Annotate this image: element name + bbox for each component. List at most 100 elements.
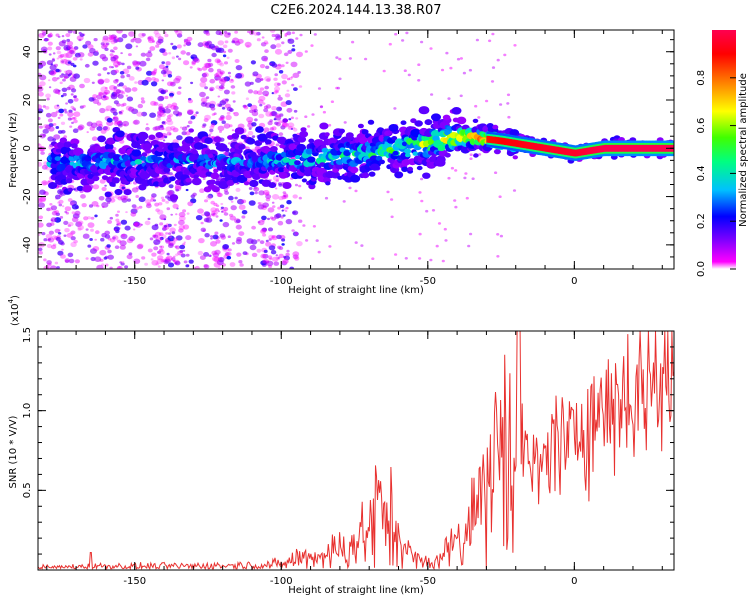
noise-speckle [298,196,302,200]
snr-line-layer [38,331,674,570]
noise-speckle [246,44,250,48]
noise-speckle [430,93,434,96]
noise-speckle [162,224,170,230]
noise-speckle [55,46,61,51]
noise-speckle [186,36,193,42]
noise-speckle [496,254,500,258]
noise-speckle [219,70,225,75]
noise-speckle [70,105,75,109]
noise-speckle [238,260,243,264]
noise-speckle [269,216,274,220]
noise-speckle [91,201,99,207]
noise-speckle [43,258,47,262]
noise-speckle [274,89,279,94]
noise-speckle [167,74,173,78]
noise-speckle [267,227,274,232]
ridge-band [641,144,644,152]
noise-speckle [229,78,235,83]
ridge-band [518,140,521,148]
noise-speckle [174,245,178,248]
noise-speckle [38,91,44,97]
noise-speckle [185,253,190,257]
ridge-blob [338,128,345,134]
noise-speckle [328,123,332,127]
ridge-band [528,142,532,150]
noise-speckle [145,199,151,205]
snr-y-label: SNR (10 * V/V) [8,415,19,488]
noise-speckle [125,94,129,97]
noise-speckle [48,230,55,235]
ridge-band [495,136,498,144]
ridge-band [660,144,663,152]
noise-speckle [417,63,421,66]
noise-speckle [41,180,48,186]
ridge-blob [257,133,268,142]
noise-speckle [263,57,268,61]
noise-speckle [229,262,236,267]
noise-speckle [449,66,453,70]
noise-speckle [57,35,61,38]
noise-speckle [100,237,105,242]
noise-speckle [106,36,114,43]
noise-speckle [224,40,229,44]
noise-speckle [183,241,186,244]
noise-speckle [113,86,118,90]
ridge-band [597,145,600,153]
ridge-band [630,144,633,152]
noise-speckle [208,134,211,137]
noise-speckle [157,209,164,215]
noise-speckle [220,202,224,206]
noise-speckle [103,89,110,95]
ridge-blob [391,167,397,173]
noise-speckle [49,203,53,206]
noise-speckle [235,187,241,192]
noise-speckle [59,53,65,58]
noise-speckle [135,45,139,48]
noise-speckle [90,248,97,254]
noise-speckle [172,127,179,133]
ridge-blob [268,182,277,189]
ridge-blob [407,166,414,172]
noise-speckle [440,68,445,72]
noise-speckle [74,210,81,216]
noise-speckle [130,208,138,214]
noise-speckle [294,183,299,187]
noise-speckle [213,256,221,263]
noise-speckle [221,120,226,124]
noise-speckle [474,104,478,108]
noise-speckle [185,188,189,192]
noise-speckle [54,228,60,234]
noise-speckle [120,103,125,107]
noise-speckle [62,92,67,97]
noise-speckle [513,44,517,47]
noise-speckle [257,204,265,210]
snr-multiplier: (x104) [7,295,21,326]
ridge-band [627,144,630,152]
ridge-band [570,149,573,156]
noise-speckle [75,221,83,227]
noise-speckle [77,124,85,130]
noise-speckle [196,67,200,70]
ridge-blob [143,143,152,151]
ridge-blob [343,150,351,157]
noise-speckle [128,31,136,37]
noise-speckle [262,227,267,232]
noise-speckle [130,212,137,217]
noise-speckle [296,241,303,247]
noise-speckle [61,87,68,93]
noise-speckle [269,62,273,65]
noise-speckle [231,129,235,132]
ridge-blob [350,166,359,174]
noise-speckle [103,256,108,260]
ridge-band [540,144,543,151]
noise-speckle [298,85,303,88]
noise-speckle [165,255,173,262]
noise-speckle [85,40,92,46]
noise-speckle [248,200,256,206]
noise-speckle [235,219,241,224]
noise-speckle [494,171,498,174]
noise-speckle [63,135,67,139]
noise-speckle [317,250,321,254]
noise-speckle [247,89,254,94]
noise-speckle [38,222,44,228]
